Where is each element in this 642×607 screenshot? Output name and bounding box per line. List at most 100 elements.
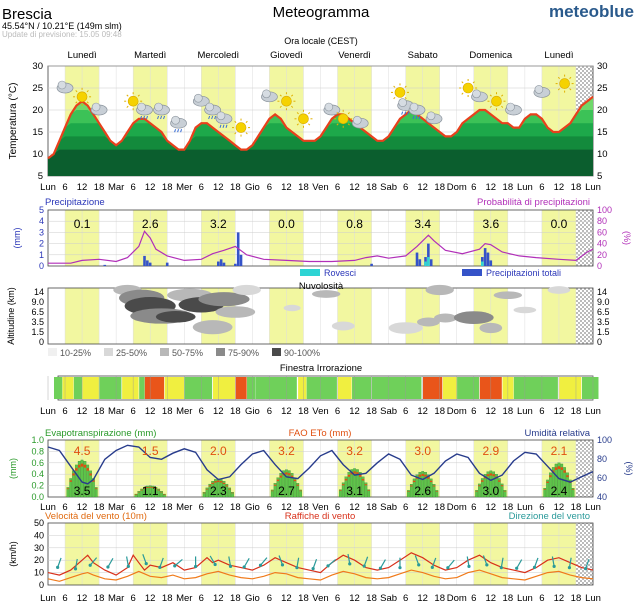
temp-xaxis-tick: Lun [585,182,601,193]
eto-bar-cap [481,480,484,482]
wind-direction-arrow [585,559,590,569]
cloud-puff [216,111,226,121]
eto-bar-cap [498,480,501,482]
cloud-ytick-right: 6.5 [597,307,610,317]
spray-segment [513,377,558,399]
sun-ray [404,96,407,100]
temp-xaxis-tick: Ven [312,182,328,193]
temp-ytick-right: 20 [597,105,608,116]
eto-bar-cap [146,487,149,488]
temp-xaxis-tick: 6 [199,182,204,193]
cloud-puff [409,102,419,112]
et-bar [231,492,234,498]
sun-ray [336,123,339,126]
cloud-ytick: 14 [34,287,44,297]
cloud-mass [283,304,301,312]
et-bar [80,459,84,498]
rain-drop [415,115,418,120]
et-bar [208,483,212,498]
temp-xaxis-tick: 18 [162,182,173,193]
rain-drop [219,124,222,128]
temp-xaxis-tick: 18 [571,182,582,193]
wind-direction-arrow [159,557,164,568]
et-bar [353,468,356,498]
shower-bar [427,257,430,266]
eto-bar-cap [361,478,365,481]
day-name: Martedì [134,50,167,61]
wind-arrow-head [194,564,198,569]
cloud-mass [425,284,454,296]
spray-xaxis-tick: Lun [585,406,601,417]
sun-ray [569,76,572,80]
et-bar [549,472,552,498]
et-bar [424,472,427,498]
temp-ytick-right: 5 [597,171,602,182]
precip-bar [415,252,419,266]
rain-drop [160,115,163,120]
wind-xaxis-tick: 6 [403,593,408,604]
wind-xaxis-tick: 18 [571,593,582,604]
temp-xaxis-tick: Lun [40,182,56,193]
daily-eto: 3.0 [414,444,431,458]
evap-xaxis-tick: 18 [434,502,445,513]
spray-xaxis-tick: Dom [447,406,467,417]
cloud-ytick: 0 [39,337,44,347]
eto-bar-cap [421,473,424,476]
evap-xaxis-tick: Dom [447,502,467,513]
spray-xaxis-tick: 18 [162,406,173,417]
et-bar [222,481,226,498]
spray-segment [99,377,122,399]
spray-xaxis-tick: Lun [517,406,533,417]
legend-precip-swatch [462,269,482,276]
daily-et: 3.5 [74,484,91,498]
cloud-ytick: 6.5 [31,307,44,317]
wind-arrow-head [326,564,330,568]
precip-hatch [575,210,593,266]
prob-title: Probabilità di precipitazioni [477,197,590,208]
precip-bar [239,254,243,266]
prob-ytick: 80 [597,216,607,226]
evap-xaxis-tick: Mar [108,502,124,513]
spray-segment [306,377,337,399]
eto-bar-cap [424,474,427,477]
wind-xaxis-tick: 12 [145,593,156,604]
wind-xaxis-tick: 12 [417,593,428,604]
eto-bar-cap [478,485,481,487]
et-bar [367,489,371,498]
daily-eto: 3.2 [346,444,363,458]
prob-ytick: 100 [597,205,612,215]
et-bar [543,487,547,498]
eto-bar-cap [78,464,81,468]
eto-bar-cap [134,494,138,495]
temp-xaxis-tick: 12 [281,182,292,193]
evap-xaxis-tick: 12 [417,502,428,513]
eto-bar-cap [486,474,490,477]
wind-xaxis-tick: 6 [131,593,136,604]
sun-ray [501,105,504,108]
temp-ytick-right: 25 [597,83,608,94]
wind-arrow-head [485,563,489,567]
spray-xaxis-tick: 6 [199,406,204,417]
et-bar [551,467,555,498]
precip-bar [429,259,433,266]
wind-arrow-head [258,563,263,567]
et-bar [557,462,561,498]
wind-direction-arrow [500,557,504,568]
eto-bar-cap [430,480,433,483]
spray-xaxis-tick: Sab [380,406,397,417]
eto-bar-cap [211,482,214,485]
et-bar [492,471,496,498]
cloud-legend-label: 90-100% [284,348,320,358]
precip-ytick: 5 [39,205,44,215]
wind-direction-arrow [347,553,351,564]
temp-xaxis-tick: 12 [145,182,156,193]
wind-arrow-head [515,566,519,570]
sun-ray [126,105,129,108]
et-bar [66,487,70,498]
et-bar [407,490,410,498]
eto-bar-cap [205,488,209,490]
wind-direction-arrow [327,559,337,567]
evap-xaxis-tick: 6 [62,502,67,513]
spray-xaxis-tick: 6 [62,406,67,417]
wind-xaxis-tick: 6 [267,593,272,604]
